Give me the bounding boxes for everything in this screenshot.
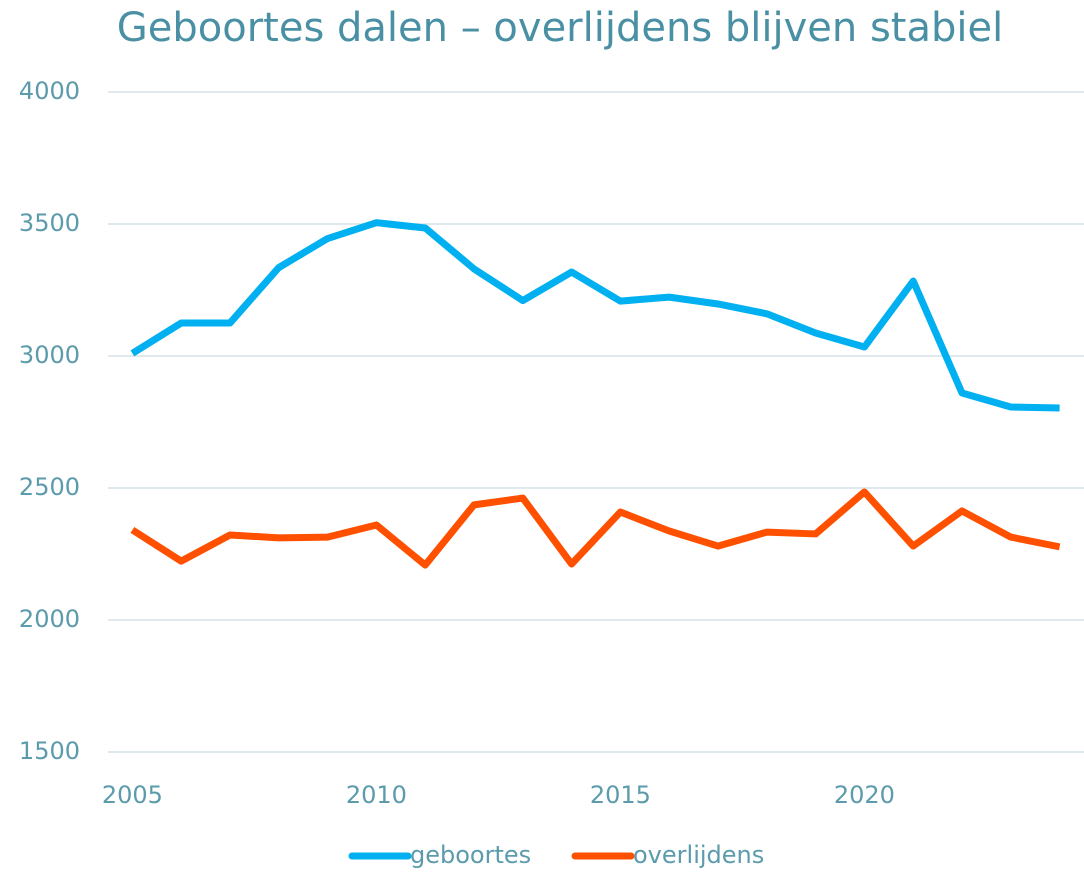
y-tick-label: 2000 [19, 605, 80, 633]
x-tick-label: 2005 [102, 781, 163, 809]
x-tick-label: 2015 [590, 781, 651, 809]
y-tick-label: 3500 [19, 209, 80, 237]
series-line [130, 488, 1061, 569]
x-tick-label: 2010 [346, 781, 407, 809]
y-tick-label: 2500 [19, 473, 80, 501]
y-tick-label: 1500 [19, 737, 80, 765]
legend-label: geboortes [410, 841, 531, 869]
chart-title: Geboortes dalen – overlijdens blijven st… [117, 5, 1003, 51]
legend-label: overlijdens [633, 841, 764, 869]
series-line [130, 219, 1060, 412]
y-tick-label: 3000 [19, 341, 80, 369]
x-tick-label: 2020 [834, 781, 895, 809]
y-tick-label: 4000 [19, 77, 80, 105]
